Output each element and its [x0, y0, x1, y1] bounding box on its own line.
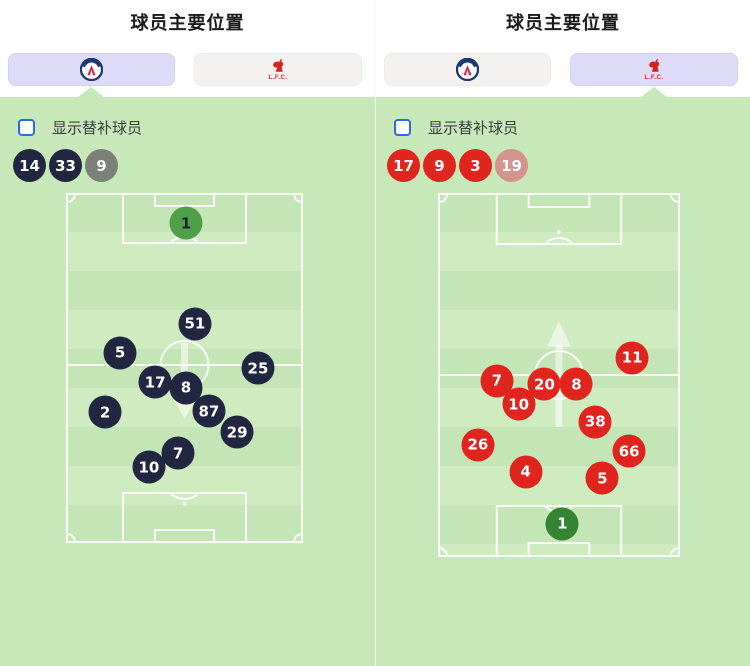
team-positions-panel-psg: 球员主要位置 L.F.C.	[0, 0, 375, 666]
player-dot[interactable]: 10	[132, 450, 166, 484]
show-subs-row: 显示替补球员	[18, 117, 142, 138]
panel-header: 球员主要位置 L.F.C.	[0, 0, 375, 97]
player-dot[interactable]: 3	[459, 149, 492, 182]
show-subs-checkbox[interactable]	[18, 119, 35, 136]
liverbird-icon	[648, 58, 659, 72]
player-dot[interactable]: 9	[423, 149, 456, 182]
tab-liverpool[interactable]: L.F.C.	[570, 53, 738, 86]
lfc-badge: L.F.C.	[644, 58, 664, 81]
player-dot[interactable]: 29	[220, 415, 254, 449]
football-pitch: 11 7 8 20 10 38 26 66 4 5 1	[438, 193, 680, 557]
tab-psg[interactable]	[8, 53, 175, 86]
player-dot[interactable]: 33	[49, 149, 82, 182]
liverbird-icon	[272, 58, 283, 72]
player-dot[interactable]: 11	[615, 341, 649, 375]
player-dot[interactable]: 19	[495, 149, 528, 182]
player-dot[interactable]: 17	[387, 149, 420, 182]
tab-psg[interactable]	[384, 53, 551, 86]
psg-crest-icon	[80, 58, 103, 81]
show-subs-row: 显示替补球员	[394, 117, 518, 138]
panel-title: 球员主要位置	[506, 13, 620, 33]
player-dot[interactable]: 66	[612, 434, 646, 468]
player-dot[interactable]: 38	[578, 405, 612, 439]
substitutes-row: 17 9 3 19	[387, 149, 528, 182]
pitch-area: 显示替补球员 17 9 3 19	[376, 87, 750, 666]
player-dot[interactable]: 1	[545, 507, 579, 541]
player-dot[interactable]: 5	[585, 461, 619, 495]
player-dot[interactable]: 17	[138, 365, 172, 399]
player-dot[interactable]: 2	[88, 395, 122, 429]
player-dot[interactable]: 5	[103, 336, 137, 370]
player-dot[interactable]: 4	[509, 455, 543, 489]
players-layer: 1 51 5 25 17 8 2 87 29 10 7	[66, 193, 303, 543]
team-positions-panel-liverpool: 球员主要位置 L.F.C.	[375, 0, 750, 666]
pitch-area: 显示替补球员 14 33 9	[0, 87, 375, 666]
show-subs-label: 显示替补球员	[428, 120, 519, 137]
selected-tab-caret	[78, 87, 104, 97]
player-dot[interactable]: 8	[559, 367, 593, 401]
team-tabs: L.F.C.	[0, 53, 375, 86]
lfc-badge: L.F.C.	[268, 58, 288, 81]
player-dot[interactable]: 87	[192, 394, 226, 428]
substitutes-row: 14 33 9	[13, 149, 118, 182]
selected-tab-caret	[641, 87, 667, 97]
show-subs-checkbox[interactable]	[394, 119, 411, 136]
team-tabs: L.F.C.	[376, 53, 750, 86]
player-dot[interactable]: 7	[161, 436, 195, 470]
player-dot[interactable]: 9	[85, 149, 118, 182]
lfc-badge-label: L.F.C.	[644, 74, 664, 81]
player-dot[interactable]: 14	[13, 149, 46, 182]
players-layer: 11 7 8 20 10 38 26 66 4 5 1	[438, 193, 680, 557]
lfc-badge-label: L.F.C.	[268, 74, 288, 81]
player-dot[interactable]: 25	[241, 351, 275, 385]
football-pitch: 1 51 5 25 17 8 2 87 29 10 7	[66, 193, 303, 543]
player-dot[interactable]: 51	[178, 307, 212, 341]
tab-liverpool[interactable]: L.F.C.	[194, 53, 362, 86]
show-subs-label: 显示替补球员	[52, 120, 143, 137]
player-dot[interactable]: 20	[527, 367, 561, 401]
player-dot[interactable]: 1	[169, 206, 203, 240]
panel-title: 球员主要位置	[130, 13, 245, 33]
panel-header: 球员主要位置 L.F.C.	[376, 0, 750, 97]
psg-crest-icon	[456, 58, 479, 81]
player-dot[interactable]: 26	[461, 428, 495, 462]
player-dot[interactable]: 10	[502, 387, 536, 421]
